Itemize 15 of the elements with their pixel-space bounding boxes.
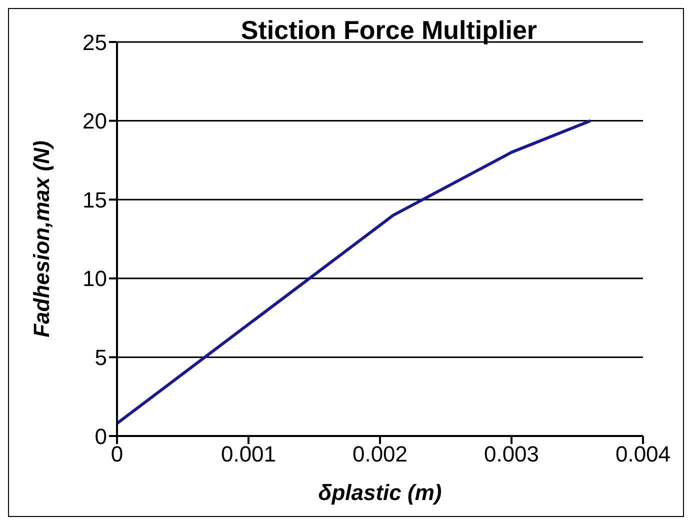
x-tick-label: 0.002 [352,442,408,467]
x-tick-label: 0 [110,442,124,467]
y-tick-label: 15 [82,187,107,212]
x-tick-label: 0.003 [484,442,540,467]
chart-title: Stiction Force Multiplier [240,15,538,46]
y-tick-label: 0 [94,424,107,449]
y-tick-label: 25 [82,30,107,55]
line-series [117,119,592,425]
y-tick-label: 5 [94,345,107,370]
x-axis-title: δplastic (m) [318,480,442,505]
x-tick-label: 0.001 [220,442,276,467]
y-axis-title: Fadhesion,max (N) [28,140,54,338]
y-tick-label: 20 [82,108,107,134]
y-tick-label: 10 [82,266,107,292]
x-tick-label: 0.004 [615,442,671,467]
